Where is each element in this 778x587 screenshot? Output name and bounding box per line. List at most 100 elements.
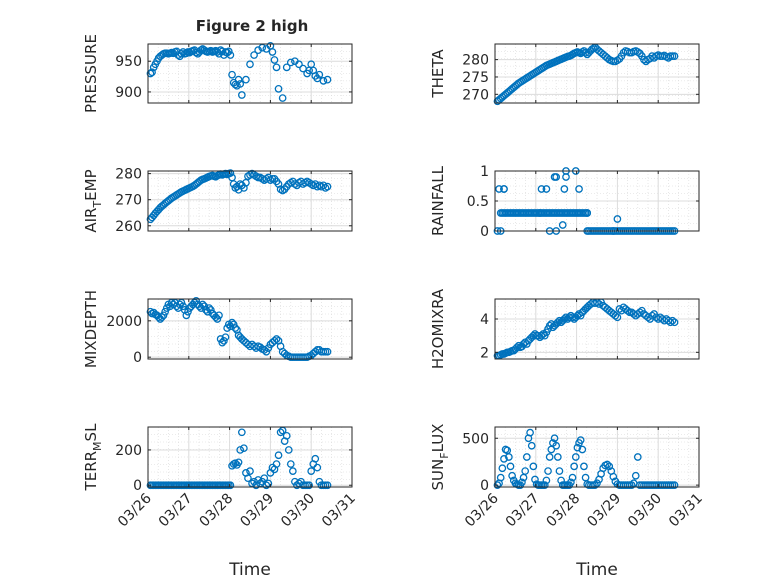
x-axis-label: Time [575,560,618,580]
data-point [323,182,332,191]
data-point [583,209,592,217]
y-axis-label-tail: LUX [429,424,447,453]
data-point [276,428,285,437]
data-point [272,460,281,468]
data-point [246,467,254,475]
data-point [228,70,236,79]
data-point [623,306,632,315]
data-point [234,458,243,467]
data-point [220,336,228,345]
data-point [633,453,642,461]
y-tick-label: 270 [462,87,489,103]
data-point [229,320,238,329]
data-point [192,296,200,305]
axes-box [494,43,700,104]
y-axis-label-main: MIXDEPTH [82,290,100,368]
data-point [542,185,551,193]
subplot-terr-msl: 0 200 TERRMSL 03/26 03/27 03/28 03/29 03/30 03/3… [82,423,359,580]
y-axis-label-main: PRESSURE [82,34,100,113]
y-axis-label: MIXDEPTH [82,290,100,368]
data-point [555,316,564,325]
y-tick-label: 0 [480,224,489,240]
data-point [221,333,230,342]
data-point [250,51,258,59]
data-point [513,343,521,352]
data-point [514,341,523,350]
data-point [218,338,227,347]
data-point [272,63,281,72]
minor-grid [494,298,700,360]
y-axis-label-main: THETA [429,49,447,99]
data-point [274,451,283,460]
subplot-air-temp: 260 270 280 AIRTEMP [82,167,353,235]
y-tick-label: 270 [115,193,142,209]
data-point [323,75,332,84]
data-point [644,313,652,322]
data-point [668,316,677,325]
axes-box [147,298,353,360]
x-tick-label: 03/30 [625,491,665,531]
data-point [242,75,250,84]
data-point [505,453,513,461]
y-tick-label: 2 [480,345,489,361]
data-point [215,311,223,320]
data-point [496,473,505,482]
minor-grid [147,170,353,232]
data-point [545,453,554,461]
y-axis-label-main: H2OMIXRA [429,288,447,369]
data-point [670,318,679,327]
data-point [260,474,269,483]
data-point [575,185,583,193]
data-point [295,60,303,69]
markers [493,428,679,489]
data-point [146,69,155,78]
data-point [313,463,322,472]
data-point [270,336,279,345]
x-tick-label: 03/31 [666,491,706,531]
data-point [237,428,246,437]
data-point [231,324,240,332]
tick-marks [147,299,353,359]
y-tick-label: 0 [133,350,142,366]
data-point [268,48,277,56]
data-point [627,481,636,489]
y-axis-label: TERRMSL [82,423,104,492]
y-axis-label-tail: EMP [82,169,100,200]
data-point [591,481,599,489]
x-tick-label: 03/26 [115,490,155,530]
data-point [605,462,614,471]
major-grid [147,299,353,359]
data-point [154,313,163,322]
y-axis-label: AIRTEMP [82,169,104,232]
data-point [278,94,287,102]
data-point [286,58,295,67]
data-point [148,68,156,77]
tick-marks [494,170,700,232]
data-point [286,460,295,468]
data-point [236,333,245,342]
data-point [226,481,235,490]
y-tick-label: 260 [115,219,142,235]
data-point [560,315,569,323]
data-point [527,441,536,450]
data-point [568,313,577,322]
data-point [200,302,209,311]
data-point [508,471,516,480]
y-axis-label-main: AIR [82,208,100,233]
data-point [567,478,575,487]
y-tick-label: 950 [115,54,142,70]
data-point [553,318,562,327]
axes-box [494,298,700,360]
data-point [581,48,590,57]
data-point [531,475,539,484]
data-point [573,443,582,452]
data-point [593,479,601,488]
subplot-h2omixra: 2 4 H2OMIXRA [429,288,700,369]
tick-marks [494,44,700,103]
data-point [581,473,590,482]
data-point [580,462,588,471]
data-point [315,70,324,79]
data-point [206,306,215,314]
data-point [495,185,503,193]
